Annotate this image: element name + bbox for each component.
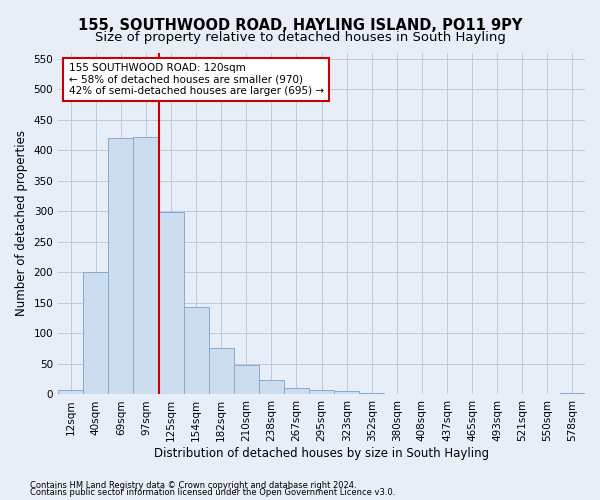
- X-axis label: Distribution of detached houses by size in South Hayling: Distribution of detached houses by size …: [154, 447, 489, 460]
- Bar: [83, 272, 109, 394]
- Y-axis label: Number of detached properties: Number of detached properties: [15, 130, 28, 316]
- Bar: [259, 380, 284, 394]
- Bar: [359, 393, 385, 394]
- Text: 155 SOUTHWOOD ROAD: 120sqm
← 58% of detached houses are smaller (970)
42% of sem: 155 SOUTHWOOD ROAD: 120sqm ← 58% of deta…: [69, 63, 324, 96]
- Bar: [209, 348, 234, 395]
- Bar: [58, 390, 83, 394]
- Bar: [109, 138, 133, 394]
- Text: 155, SOUTHWOOD ROAD, HAYLING ISLAND, PO11 9PY: 155, SOUTHWOOD ROAD, HAYLING ISLAND, PO1…: [78, 18, 522, 32]
- Bar: [184, 307, 209, 394]
- Text: Contains public sector information licensed under the Open Government Licence v3: Contains public sector information licen…: [30, 488, 395, 497]
- Text: Size of property relative to detached houses in South Hayling: Size of property relative to detached ho…: [95, 31, 505, 44]
- Bar: [334, 391, 359, 394]
- Bar: [560, 392, 585, 394]
- Bar: [284, 388, 309, 394]
- Bar: [133, 137, 158, 394]
- Bar: [234, 365, 259, 394]
- Bar: [309, 390, 334, 394]
- Text: Contains HM Land Registry data © Crown copyright and database right 2024.: Contains HM Land Registry data © Crown c…: [30, 480, 356, 490]
- Bar: [158, 212, 184, 394]
